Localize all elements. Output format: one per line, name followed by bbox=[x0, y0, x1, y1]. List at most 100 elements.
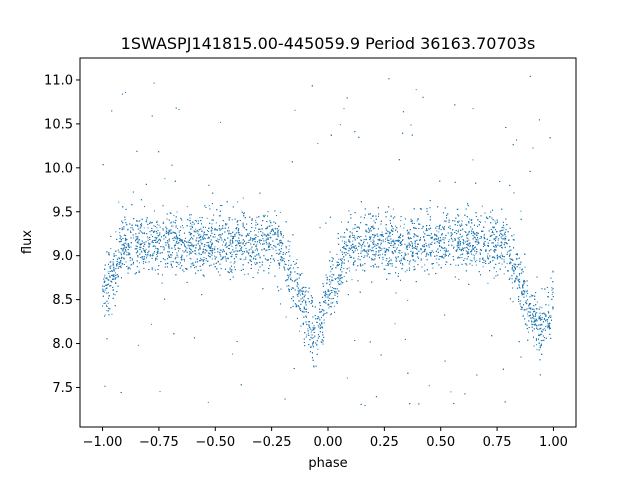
data-point bbox=[518, 284, 520, 286]
data-point bbox=[231, 251, 233, 253]
data-point bbox=[257, 231, 259, 233]
data-point bbox=[405, 247, 407, 249]
data-point bbox=[402, 264, 404, 266]
data-point bbox=[392, 208, 394, 210]
data-point bbox=[256, 248, 258, 250]
data-point bbox=[461, 223, 463, 225]
data-point bbox=[279, 211, 281, 213]
data-point bbox=[119, 241, 121, 243]
data-point bbox=[225, 244, 227, 246]
data-point bbox=[343, 108, 345, 110]
data-point bbox=[124, 239, 126, 241]
data-point bbox=[334, 292, 336, 294]
data-point bbox=[265, 235, 267, 237]
data-point bbox=[518, 284, 520, 286]
data-point bbox=[495, 271, 497, 273]
data-point bbox=[214, 246, 216, 248]
data-point bbox=[176, 211, 178, 213]
data-point bbox=[131, 257, 133, 259]
data-point bbox=[243, 259, 245, 261]
data-point bbox=[159, 391, 161, 393]
data-point bbox=[372, 239, 374, 241]
data-point bbox=[478, 221, 480, 223]
data-point bbox=[431, 263, 433, 265]
data-point bbox=[462, 235, 464, 237]
data-point bbox=[257, 269, 259, 271]
data-point bbox=[487, 282, 489, 284]
data-point bbox=[323, 322, 325, 324]
data-point bbox=[275, 249, 277, 251]
data-point bbox=[497, 242, 499, 244]
data-point bbox=[469, 259, 471, 261]
data-point bbox=[218, 215, 220, 217]
data-point bbox=[503, 259, 505, 261]
data-point bbox=[211, 258, 213, 260]
data-point bbox=[400, 220, 402, 222]
data-point bbox=[336, 277, 338, 279]
data-point bbox=[261, 235, 263, 237]
data-point bbox=[332, 260, 334, 262]
data-point bbox=[416, 220, 418, 222]
data-point bbox=[541, 307, 543, 309]
data-point bbox=[491, 242, 493, 244]
data-point bbox=[129, 260, 131, 262]
data-point bbox=[220, 259, 222, 261]
data-point bbox=[180, 256, 182, 258]
data-point bbox=[327, 277, 329, 279]
data-point bbox=[118, 201, 120, 203]
data-point bbox=[462, 242, 464, 244]
data-point bbox=[189, 225, 191, 227]
data-point bbox=[527, 299, 528, 301]
data-point bbox=[177, 242, 179, 244]
data-point bbox=[464, 258, 466, 260]
data-point bbox=[154, 245, 156, 247]
data-point bbox=[422, 231, 424, 233]
data-point bbox=[299, 330, 301, 332]
data-point bbox=[472, 254, 474, 256]
data-point bbox=[274, 231, 276, 233]
data-point bbox=[521, 294, 523, 296]
data-point bbox=[472, 108, 474, 110]
data-point bbox=[139, 220, 141, 222]
data-point bbox=[440, 249, 442, 251]
data-point bbox=[401, 251, 403, 253]
data-point bbox=[111, 313, 113, 315]
data-point bbox=[113, 268, 115, 270]
data-point bbox=[140, 250, 142, 252]
data-point bbox=[110, 265, 112, 267]
data-point bbox=[344, 240, 346, 242]
data-point bbox=[352, 240, 354, 242]
data-point bbox=[338, 276, 340, 278]
data-point bbox=[104, 291, 106, 293]
data-point bbox=[168, 234, 170, 236]
data-point bbox=[229, 251, 231, 253]
data-point bbox=[250, 236, 252, 238]
data-point bbox=[551, 294, 553, 295]
data-point bbox=[462, 248, 464, 250]
data-point bbox=[135, 239, 137, 241]
data-point bbox=[476, 259, 478, 261]
data-point bbox=[469, 242, 471, 244]
data-point bbox=[354, 248, 356, 250]
data-point bbox=[205, 260, 207, 262]
data-point bbox=[331, 273, 333, 275]
data-point bbox=[257, 250, 259, 252]
data-point bbox=[125, 261, 127, 263]
data-point bbox=[334, 291, 336, 293]
data-point bbox=[229, 268, 231, 270]
data-point bbox=[341, 240, 343, 242]
data-point bbox=[343, 268, 345, 270]
data-point bbox=[106, 310, 108, 312]
data-point bbox=[426, 253, 428, 255]
data-point bbox=[374, 227, 376, 229]
data-point bbox=[154, 239, 156, 241]
data-point bbox=[403, 257, 405, 259]
data-point bbox=[325, 296, 327, 298]
data-point bbox=[149, 254, 151, 256]
data-point bbox=[158, 248, 159, 250]
data-point bbox=[233, 262, 235, 264]
data-point bbox=[177, 256, 179, 258]
data-point bbox=[464, 263, 466, 265]
data-point bbox=[228, 217, 230, 219]
data-point bbox=[278, 243, 280, 245]
